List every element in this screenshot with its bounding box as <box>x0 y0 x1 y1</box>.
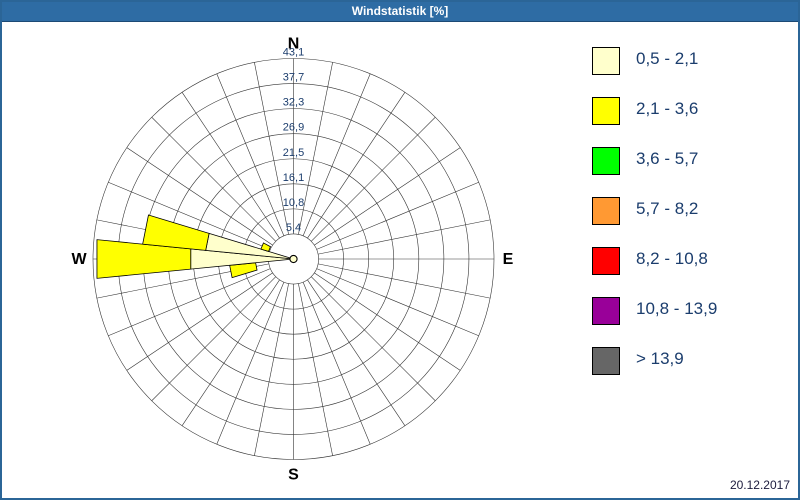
svg-text:21,5: 21,5 <box>283 147 304 159</box>
svg-text:16,1: 16,1 <box>283 172 304 184</box>
svg-text:32,3: 32,3 <box>283 97 304 109</box>
svg-text:E: E <box>503 251 514 268</box>
svg-text:N: N <box>288 36 300 53</box>
svg-text:37,7: 37,7 <box>283 72 304 84</box>
svg-text:S: S <box>288 467 299 484</box>
svg-text:W: W <box>71 251 87 268</box>
svg-text:26,9: 26,9 <box>283 122 304 134</box>
svg-text:5,4: 5,4 <box>286 222 301 234</box>
svg-text:10,8: 10,8 <box>283 197 304 209</box>
